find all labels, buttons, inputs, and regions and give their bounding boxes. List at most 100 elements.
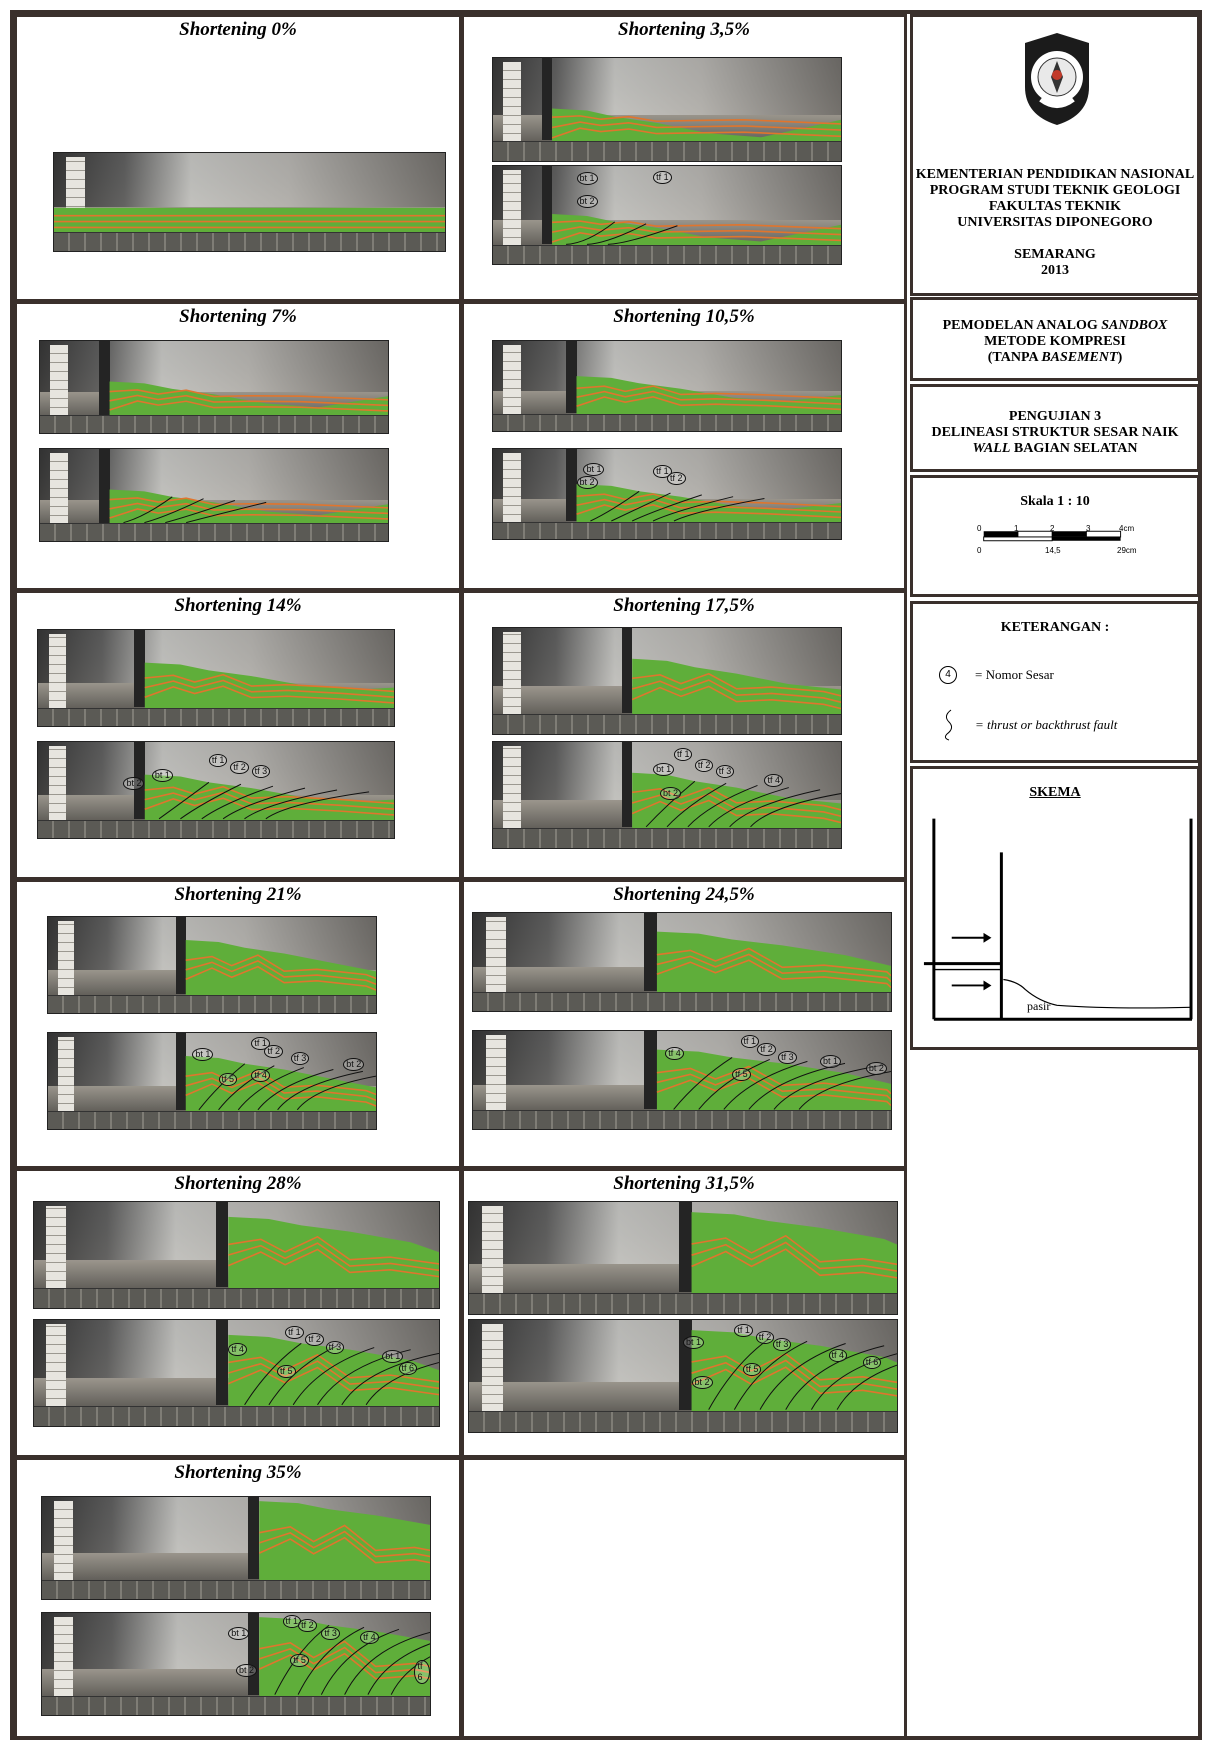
sand-model-layers [40, 381, 388, 417]
backstop-wall [678, 1202, 692, 1292]
shortening-panel: Shortening 17,5% tf 1 tf 2 tf 3 bt 1 bt 2 tf 4 [461, 590, 907, 880]
horizontal-ruler [493, 413, 841, 431]
scale-tick-4: 4cm [1119, 524, 1135, 533]
test-line-3a: WALL [972, 441, 1011, 456]
fault-number-label: bt 1 [151, 768, 173, 782]
backstop-wall [216, 1202, 229, 1287]
model-photo-interpreted: bt 1 tf 1 tf 2 bt 2 [492, 448, 842, 540]
sand-model-layers [42, 1501, 430, 1581]
fault-number-label: tf 1 [740, 1034, 760, 1048]
vertical-ruler [48, 633, 67, 709]
sand-model-layers [34, 1334, 439, 1407]
fault-number-label: tf 6 [398, 1362, 418, 1376]
fault-number-label: tf 2 [264, 1044, 283, 1058]
test-block: PENGUJIAN 3 DELINEASI STRUKTUR SESAR NAI… [910, 384, 1200, 472]
horizontal-ruler [493, 141, 841, 161]
fault-number-label: tf 4 [251, 1069, 270, 1083]
horizontal-ruler [42, 1695, 430, 1715]
fault-number-label: tf 1 [673, 748, 693, 762]
vertical-ruler [503, 344, 521, 415]
fault-number-label: tf 1 [285, 1326, 304, 1340]
fault-number-label: bt 1 [653, 763, 675, 777]
model-photo-interpreted: bt 1 tf 1 bt 2 [492, 165, 842, 265]
panel-title: Shortening 3,5% [618, 19, 750, 40]
vertical-ruler [53, 1501, 74, 1581]
fault-number-label: tf 2 [694, 758, 714, 772]
shortening-panel: Shortening 35% tf 1 tf 2 tf 3 bt 1 tf 4 tf 5 tf… [14, 1457, 462, 1739]
fault-number-label: tf 5 [277, 1364, 296, 1378]
model-photo [37, 629, 395, 727]
fault-number-label: bt 1 [228, 1627, 250, 1641]
backstop-wall [247, 1497, 260, 1579]
panel-title: Shortening 0% [179, 19, 297, 40]
drawing-sheet: Shortening 0% Shortening 3,5% bt 1 tf 1 bt 2… [10, 10, 1202, 1740]
fault-number-label: bt 2 [576, 195, 598, 209]
backstop-wall [134, 630, 145, 707]
vertical-ruler [503, 452, 521, 523]
horizontal-ruler [42, 1579, 430, 1599]
fault-number-label: tf 2 [305, 1332, 324, 1346]
panel-title: Shortening 35% [174, 1462, 302, 1483]
fault-number-label: tf 1 [653, 170, 672, 184]
vertical-ruler [485, 1034, 507, 1112]
backstop-wall [566, 449, 577, 521]
vertical-ruler [503, 169, 521, 247]
fault-number-label: tf 5 [218, 1073, 238, 1087]
test-line-1: PENGUJIAN 3 [1008, 409, 1102, 424]
model-photo [39, 340, 389, 434]
model-photo [492, 627, 842, 735]
fault-number-icon: 4 [939, 666, 957, 684]
backstop-wall [541, 58, 553, 141]
project-line-3a: (TANPA [987, 350, 1042, 365]
fault-number-label: bt 1 [583, 463, 605, 477]
shortening-panel: Shortening 7% [14, 301, 462, 591]
model-photo [468, 1201, 898, 1315]
program-line: PROGRAM STUDI TEKNIK GEOLOGI [929, 183, 1181, 198]
sand-model-layers [38, 662, 394, 709]
legend-item-2-text: = thrust or backthrust fault [975, 717, 1118, 732]
model-photo [472, 912, 892, 1012]
vertical-ruler [503, 632, 521, 715]
sand-model-layers [38, 774, 394, 821]
photo-background [40, 341, 388, 392]
horizontal-ruler [473, 992, 891, 1011]
model-photo-interpreted [39, 448, 389, 542]
horizontal-ruler [48, 1110, 376, 1129]
sandbox-schema-diagram [923, 818, 1193, 1021]
scale-bar [983, 530, 1122, 542]
fault-number-label: bt 2 [660, 786, 682, 800]
horizontal-ruler [469, 1410, 897, 1432]
year-line: 2013 [1041, 263, 1069, 278]
fault-number-label: tf 5 [732, 1068, 751, 1082]
sand-model-layers [40, 489, 388, 525]
vertical-ruler [503, 62, 521, 143]
shortening-panel: Shortening 24,5% tf 1 tf 2 tf 3 bt 1 tf 4 tf 5… [461, 879, 907, 1169]
sand-model-layers [473, 1049, 891, 1112]
fault-number-label: tf 5 [290, 1653, 309, 1667]
fault-number-label: tf 1 [282, 1615, 302, 1629]
vertical-ruler [485, 916, 507, 994]
panel-title: Shortening 31,5% [613, 1173, 755, 1194]
fault-number-label: tf 4 [665, 1046, 684, 1060]
shortening-panel: Shortening 28% tf 1 tf 2 tf 3 tf 4 bt 1 tf 5 tf… [14, 1168, 462, 1458]
fault-number-label: tf 3 [321, 1627, 340, 1641]
sand-model-layers [54, 207, 445, 234]
fault-number-label: bt 1 [382, 1349, 404, 1363]
vertical-ruler [53, 1617, 74, 1697]
vertical-ruler [50, 452, 68, 525]
fault-number-label: bt 2 [576, 476, 598, 489]
vertical-ruler [57, 1036, 75, 1112]
photo-background [54, 153, 445, 207]
model-photo-interpreted: tf 1 tf 2 tf 3 tf 4 bt 1 tf 5 tf 6 [33, 1319, 440, 1427]
project-block: PEMODELAN ANALOG SANDBOX METODE KOMPRESI… [910, 297, 1200, 381]
project-line-1: PEMODELAN ANALOG SANDBOX [913, 318, 1197, 334]
model-photo-interpreted: tf 1 tf 2 tf 3 bt 1 tf 4 tf 5 bt 2 [472, 1030, 892, 1130]
vertical-ruler [46, 1206, 67, 1289]
fault-number-label: bt 2 [865, 1062, 887, 1076]
test-line-3b: BAGIAN SELATAN [1010, 441, 1138, 456]
project-line-3c: ) [1117, 350, 1123, 365]
scale-label: Skala 1 : 10 [1020, 494, 1090, 509]
ministry-line: KEMENTERIAN PENDIDIKAN NASIONAL [915, 167, 1195, 182]
panel-title: Shortening 14% [174, 595, 302, 616]
horizontal-ruler [469, 1292, 897, 1314]
